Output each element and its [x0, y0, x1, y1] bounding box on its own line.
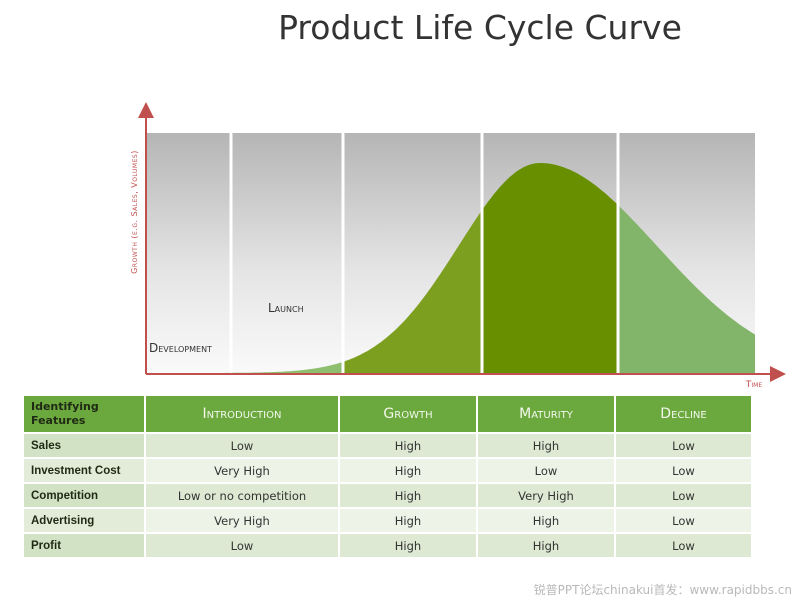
- y-axis-label: Growth (e.g. Sales, Volumes): [130, 150, 139, 274]
- region-introduction: [225, 361, 343, 373]
- table-cell: High: [340, 434, 476, 457]
- row-label: Sales: [24, 434, 144, 457]
- table-cell: Very High: [146, 509, 338, 532]
- table-cell: Low: [616, 534, 751, 557]
- header-introduction: Introduction: [146, 396, 338, 432]
- identifying-features-table: Identifying Features Introduction Growth…: [22, 394, 753, 559]
- table-row: Sales Low High High Low: [24, 434, 751, 457]
- row-label: Advertising: [24, 509, 144, 532]
- header-identifying-features: Identifying Features: [24, 396, 144, 432]
- table-cell: Low: [616, 509, 751, 532]
- header-growth: Growth: [340, 396, 476, 432]
- table-cell: Very High: [478, 484, 614, 507]
- table-header-row: Identifying Features Introduction Growth…: [24, 396, 751, 432]
- watermark-text: 锐普PPT论坛chinakui首发：www.rapidbbs.cn: [533, 583, 792, 597]
- table-row: Profit Low High High Low: [24, 534, 751, 557]
- stage-label-launch: Launch: [268, 301, 304, 315]
- page-title: Product Life Cycle Curve: [278, 8, 682, 47]
- table-cell: High: [340, 459, 476, 482]
- row-label: Competition: [24, 484, 144, 507]
- region-decline: [618, 205, 755, 373]
- table-cell: High: [340, 509, 476, 532]
- table-cell: Low: [146, 534, 338, 557]
- row-label: Profit: [24, 534, 144, 557]
- table-cell: High: [478, 434, 614, 457]
- stage-label-development: Development: [149, 341, 212, 355]
- table-cell: Low: [616, 484, 751, 507]
- life-cycle-chart: Growth (e.g. Sales, Volumes) Time Develo…: [130, 102, 786, 390]
- table-cell: Low or no competition: [146, 484, 338, 507]
- table-cell: Low: [616, 434, 751, 457]
- table-cell: High: [340, 484, 476, 507]
- table-cell: High: [340, 534, 476, 557]
- region-growth: [343, 210, 482, 373]
- table-cell: Very High: [146, 459, 338, 482]
- table-cell: Low: [478, 459, 614, 482]
- header-decline: Decline: [616, 396, 751, 432]
- row-label: Investment Cost: [24, 459, 144, 482]
- table-cell: High: [478, 534, 614, 557]
- table-row: Competition Low or no competition High V…: [24, 484, 751, 507]
- header-maturity: Maturity: [478, 396, 614, 432]
- table-row: Investment Cost Very High High Low Low: [24, 459, 751, 482]
- table-row: Advertising Very High High High Low: [24, 509, 751, 532]
- region-maturity: [482, 163, 618, 373]
- table-cell: High: [478, 509, 614, 532]
- x-axis-label: Time: [745, 380, 762, 390]
- table-cell: Low: [146, 434, 338, 457]
- table-cell: Low: [616, 459, 751, 482]
